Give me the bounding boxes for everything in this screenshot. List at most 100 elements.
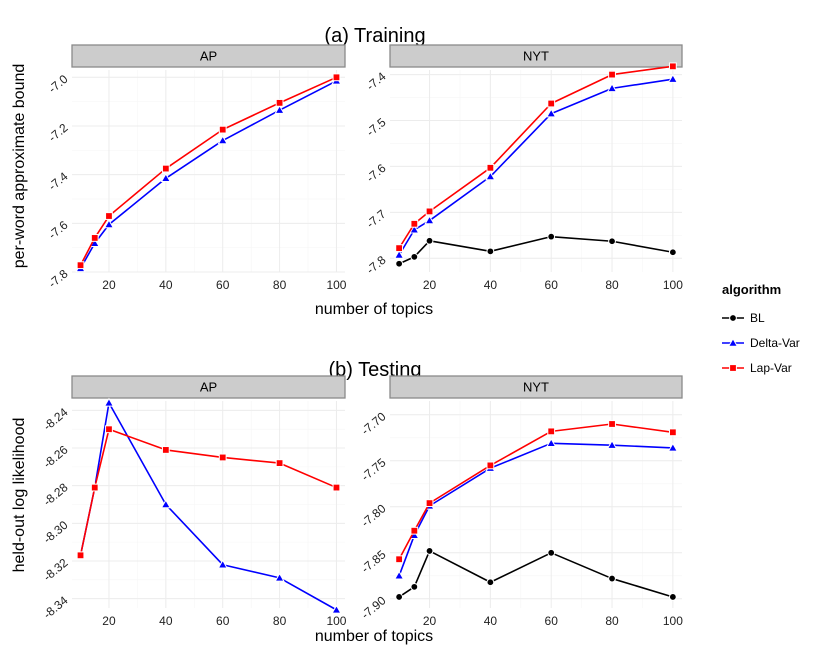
- y-axis-title-testing: held-out log likelihood: [11, 418, 28, 573]
- x-tick-label: 80: [605, 614, 619, 628]
- data-point-delta-var: [160, 499, 172, 509]
- data-point-lap-var: [76, 261, 85, 270]
- x-tick-label: 100: [326, 614, 346, 628]
- data-point-lap-var: [410, 526, 419, 535]
- series-lap-var: [76, 73, 341, 270]
- data-point-lap-var: [161, 164, 170, 173]
- data-point-delta-var: [274, 104, 285, 114]
- data-point-delta-var: [606, 83, 618, 93]
- plot-area: [72, 70, 345, 272]
- data-point-delta-var: [331, 604, 342, 614]
- y-tick-label: -7.8: [364, 253, 389, 277]
- data-point-delta-var: [217, 559, 228, 569]
- legend: algorithm BL Delta-Var Lap-Var: [722, 282, 800, 375]
- data-point-lap-var: [105, 425, 113, 434]
- x-tick-label: 60: [216, 614, 230, 628]
- data-point-delta-var: [667, 442, 679, 452]
- data-point-delta-var: [424, 215, 435, 225]
- data-point-lap-var: [161, 446, 170, 454]
- data-point-delta-var: [606, 439, 618, 449]
- x-tick-label: 80: [605, 278, 619, 292]
- facet-label: AP: [200, 380, 217, 395]
- series-lap-var: [395, 62, 677, 253]
- x-tick-label: 100: [326, 278, 346, 292]
- data-point-lap-var: [395, 555, 404, 564]
- data-point-delta-var: [485, 171, 496, 181]
- data-point-delta-var: [103, 219, 115, 229]
- x-tick-label: 20: [102, 278, 116, 292]
- data-point-delta-var: [546, 108, 557, 118]
- series-delta-var: [75, 75, 342, 273]
- y-tick-label: -7.80: [359, 501, 389, 530]
- y-tick-label: -8.34: [41, 593, 71, 622]
- data-point-bl: [410, 582, 419, 591]
- x-tick-label: 40: [159, 614, 173, 628]
- data-point-lap-var: [425, 499, 434, 508]
- y-tick-label: -7.6: [46, 218, 71, 242]
- y-tick-label: -7.7: [364, 207, 389, 231]
- data-point-lap-var: [218, 125, 227, 134]
- section-title-training: (a) Training: [324, 25, 425, 47]
- data-point-delta-var: [103, 397, 115, 407]
- data-point-delta-var: [667, 73, 679, 83]
- x-tick-label: 60: [545, 614, 559, 628]
- series-lap-var: [76, 425, 341, 560]
- facet-strip: [389, 375, 683, 399]
- data-point-lap-var: [275, 98, 284, 107]
- legend-item-delta-var: Delta-Var: [722, 336, 800, 350]
- data-point-bl: [425, 236, 434, 245]
- facet-strip: [71, 44, 346, 68]
- x-tick-label: 40: [159, 278, 173, 292]
- data-point-delta-var: [160, 172, 172, 183]
- legend-label: Lap-Var: [750, 361, 792, 375]
- legend-key-marker: [729, 364, 737, 372]
- y-tick-label: -7.4: [46, 169, 71, 193]
- data-point-lap-var: [608, 420, 616, 428]
- y-tick-label: -7.0: [46, 72, 71, 96]
- data-point-lap-var: [486, 461, 495, 470]
- data-point-lap-var: [332, 483, 341, 492]
- data-point-lap-var: [486, 163, 495, 172]
- data-point-delta-var: [217, 135, 228, 145]
- series-bl: [395, 547, 677, 601]
- data-point-lap-var: [275, 459, 284, 468]
- y-tick-label: -7.70: [359, 409, 389, 438]
- data-point-bl: [486, 247, 495, 256]
- x-tick-label: 80: [273, 278, 287, 292]
- y-tick-label: -7.5: [364, 115, 389, 139]
- legend-items: BL Delta-Var Lap-Var: [722, 311, 800, 375]
- x-tick-label: 60: [216, 278, 230, 292]
- y-tick-label: -7.75: [359, 455, 389, 484]
- x-axis-title-testing: number of topics: [315, 628, 433, 645]
- x-tick-label: 40: [484, 614, 498, 628]
- data-point-lap-var: [90, 234, 99, 242]
- legend-item-bl: BL: [722, 311, 765, 325]
- y-tick-label: -7.4: [364, 69, 389, 93]
- data-point-lap-var: [395, 244, 404, 253]
- panel--b-testing-nyt: NYT 20 40 60 80 100 -7.90 -7.85 -7.80 -7.75 -7.70: [359, 375, 683, 628]
- y-tick-label: -7.2: [46, 120, 71, 144]
- y-axis-title-training: per-word approximate bound: [11, 64, 28, 269]
- data-point-bl: [410, 252, 419, 261]
- data-point-bl: [668, 593, 677, 601]
- x-axis-title-training: number of topics: [315, 301, 433, 318]
- y-tick-label: -7.6: [364, 161, 389, 185]
- legend-title: algorithm: [722, 282, 781, 297]
- y-tick-label: -8.30: [41, 518, 71, 547]
- data-point-lap-var: [105, 212, 113, 220]
- x-tick-label: 60: [545, 278, 559, 292]
- x-tick-label: 20: [423, 614, 437, 628]
- series-delta-var: [393, 73, 679, 259]
- data-point-lap-var: [425, 207, 434, 216]
- legend-label: BL: [750, 311, 765, 325]
- x-tick-label: 20: [423, 278, 437, 292]
- y-tick-label: -7.85: [359, 547, 389, 576]
- data-point-bl: [608, 574, 616, 583]
- series-lap-var: [395, 420, 677, 564]
- data-point-bl: [425, 547, 434, 555]
- x-tick-label: 40: [484, 278, 498, 292]
- data-point-lap-var: [76, 551, 85, 560]
- data-point-delta-var: [546, 438, 557, 448]
- panel--b-testing-ap: AP 20 40 60 80 100 -8.34 -8.32 -8.30 -8.28 -8.26 -8…: [41, 375, 347, 628]
